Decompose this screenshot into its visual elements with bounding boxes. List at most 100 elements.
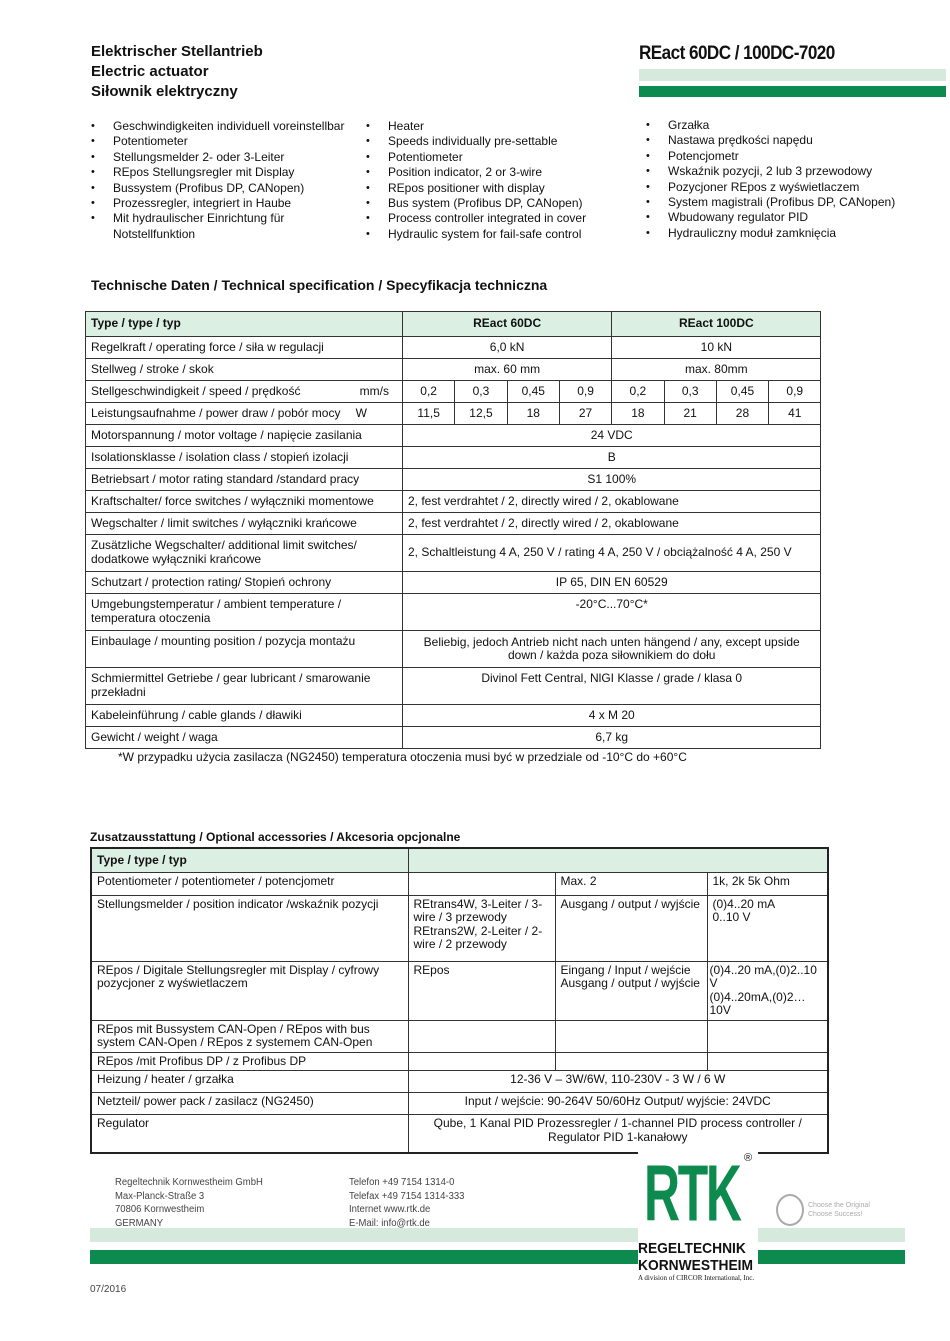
feature-item: Pozycjoner REpos z wyświetlaczem	[646, 180, 936, 196]
spec-header-row: Type / type / typ REact 60DC REact 100DC	[85, 311, 822, 337]
accessories-table: Type / type / typ Potentiometer / potenti…	[90, 847, 830, 1154]
col-type: Type / type / typ	[90, 847, 409, 873]
spec-value: 41	[768, 402, 822, 425]
feature-item: REpos Stellungsregler mit Display	[91, 165, 361, 181]
footer-contact-line: Internet www.rtk.de	[349, 1204, 431, 1215]
col-react-60dc: REact 60DC	[401, 311, 613, 337]
spec-label-wrap: Zusätzliche Wegschalter/ additional limi…	[91, 538, 397, 566]
spec-label-text: Zusätzliche Wegschalter/ additional limi…	[91, 538, 357, 566]
spec-value: Divinol Fett Central, NlGI Klasse / grad…	[401, 667, 822, 705]
rtk-logo-division: A division of CIRCOR International, Inc.	[638, 1274, 755, 1282]
accessory-row: Stellungsmelder / position indicator /ws…	[90, 894, 829, 962]
spec-row: Gewicht / weight / waga 6,7 kg	[85, 726, 822, 749]
spec-label-text: Motorspannung / motor voltage / napięcie…	[91, 428, 362, 442]
features-pl: GrzałkaNastawa prędkości napęduPotencjom…	[646, 118, 936, 242]
spec-label: Betriebsart / motor rating standard /sta…	[85, 468, 403, 491]
spec-label-text: Regelkraft / operating force / siła w re…	[91, 340, 324, 354]
features-de: Geschwindigkeiten individuell voreinstel…	[91, 119, 361, 242]
spec-label-wrap: Motorspannung / motor voltage / napięcie…	[91, 428, 397, 443]
feature-item: Position indicator, 2 or 3-wire	[366, 165, 616, 181]
accessory-label: Netzteil/ power pack / zasilacz (NG2450)	[90, 1092, 409, 1115]
feature-item: Speeds individually pre-settable	[366, 134, 616, 150]
accessory-value	[407, 1051, 556, 1071]
spec-label-wrap: Leistungsaufnahme / power draw / pobór m…	[91, 406, 397, 421]
spec-label-text: Schmiermittel Getriebe / gear lubricant …	[91, 671, 371, 699]
col-react-100dc: REact 100DC	[611, 311, 822, 337]
spec-value: 4 x M 20	[401, 704, 822, 727]
spec-value: 0,2	[611, 380, 665, 403]
spec-row: Stellweg / stroke / skok max. 60 mm max. 8…	[85, 358, 822, 381]
spec-label: Motorspannung / motor voltage / napięcie…	[85, 424, 403, 447]
spec-label-wrap: Wegschalter / limit switches / wyłącznik…	[91, 516, 397, 531]
footer-contact-line: Telefax +49 7154 1314-333	[349, 1190, 465, 1202]
feature-item: Hydrauliczny moduł zamknięcia	[646, 226, 936, 242]
feature-item: Process controller integrated in cover	[366, 211, 616, 227]
spec-footnote: *W przypadku użycia zasilacza (NG2450) t…	[118, 750, 687, 764]
spec-label-wrap: Isolationsklasse / isolation class / sto…	[91, 450, 397, 465]
spec-value-100dc: 10 kN	[611, 336, 822, 359]
feature-item: Bus system (Profibus DP, CANopen)	[366, 196, 616, 212]
spec-row: Kraftschalter/ force switches / wyłączni…	[85, 490, 822, 513]
document-date: 07/2016	[90, 1284, 127, 1295]
spec-label: Umgebungstemperatur / ambient temperatur…	[85, 593, 403, 631]
spec-value: 18	[506, 402, 560, 425]
spec-label: Regelkraft / operating force / siła w re…	[85, 336, 403, 359]
spec-label-wrap: Betriebsart / motor rating standard /sta…	[91, 472, 397, 487]
spec-label-text: Wegschalter / limit switches / wyłącznik…	[91, 516, 357, 530]
spec-value: 6,7 kg	[401, 726, 822, 749]
spec-value: 0,2	[401, 380, 456, 403]
spec-label: Schmiermittel Getriebe / gear lubricant …	[85, 667, 403, 705]
feature-item: Stellungsmelder 2- oder 3-Leiter	[91, 150, 361, 166]
accessory-value	[554, 1019, 708, 1053]
rtk-logo-line1: REGELTECHNIK	[638, 1240, 746, 1257]
feature-item: Bussystem (Profibus DP, CANopen)	[91, 181, 361, 197]
footer-contact-line: Telefon +49 7154 1314-0	[349, 1177, 455, 1188]
spec-label-wrap: Schmiermittel Getriebe / gear lubricant …	[91, 671, 397, 699]
col-type: Type / type / typ	[85, 311, 403, 337]
accessory-value: (0)4..20 mA,(0)2..10 V (0)4..20mA,(0)2…1…	[706, 960, 829, 1021]
spec-value: 2, fest verdrahtet / 2, directly wired /…	[401, 512, 822, 535]
spec-row: Kabeleinführung / cable glands / dławiki…	[85, 704, 822, 727]
feature-item: Potentiometer	[366, 150, 616, 166]
footer-address: Regeltechnik Kornwestheim GmbH Max-Planck…	[115, 1176, 263, 1230]
accessory-value	[407, 871, 556, 896]
accessory-value: REpos	[407, 960, 556, 1021]
header-bar-dark	[639, 86, 946, 97]
spec-label-text: Umgebungstemperatur / ambient temperatur…	[91, 597, 342, 625]
footer-address-line: Max-Planck-Straße 3	[115, 1190, 205, 1202]
spec-label-text: Leistungsaufnahme / power draw / pobór m…	[91, 406, 341, 420]
spec-label-wrap: Kraftschalter/ force switches / wyłączni…	[91, 494, 397, 509]
spec-value: B	[401, 446, 822, 469]
feature-item: System magistrali (Profibus DP, CANopen)	[646, 195, 936, 211]
accessory-label: Potentiometer / potentiometer / potencjo…	[90, 871, 409, 896]
accessory-value: Qube, 1 Kanal PID Prozessregler / 1-chan…	[407, 1114, 829, 1153]
spec-label: Stellweg / stroke / skok	[85, 358, 403, 381]
accessory-label: REpos / Digitale Stellungsregler mit Dis…	[90, 960, 409, 1021]
spec-unit: mm/s	[359, 384, 389, 398]
accessory-value: (0)4..20 mA 0..10 V	[706, 894, 829, 962]
header-empty	[407, 847, 829, 873]
spec-value: 2, fest verdrahtet / 2, directly wired /…	[401, 490, 822, 513]
accessory-value	[706, 1051, 829, 1071]
footer-bar-light	[90, 1228, 905, 1242]
spec-label-text: Schutzart / protection rating/ Stopień o…	[91, 575, 332, 589]
footer-address-line: 70806 Kornwestheim	[115, 1204, 205, 1215]
accessories-heading: Zusatzausstattung / Optional accessories…	[90, 830, 461, 844]
spec-value: 0,9	[558, 380, 613, 403]
accessory-row: REpos /mit Profibus DP / z Profibus DP	[90, 1051, 829, 1071]
spec-label-text: Betriebsart / motor rating standard /sta…	[91, 472, 360, 486]
accessory-row: Regulator Qube, 1 Kanal PID Prozessregler…	[90, 1114, 829, 1153]
spec-value: 12,5	[454, 402, 508, 425]
accessory-value: Input / wejście: 90-264V 50/60Hz Output/…	[407, 1092, 829, 1115]
spec-label-wrap: Einbaulage / mounting position / pozycja…	[91, 634, 397, 649]
feature-item: Nastawa prędkości napędu	[646, 133, 936, 149]
feature-item: Wskaźnik pozycji, 2 lub 3 przewodowy	[646, 164, 936, 180]
spec-value: 28	[715, 402, 770, 425]
spec-value: 0,45	[715, 380, 770, 403]
spec-label-wrap: Gewicht / weight / waga	[91, 730, 397, 745]
footer-contact: Telefon +49 7154 1314-0 Telefax +49 7154 …	[349, 1176, 464, 1230]
accessory-label: Heizung / heater / grzałka	[90, 1070, 409, 1093]
title-pl: Siłownik elektryczny	[91, 83, 238, 100]
accessory-label: Regulator	[90, 1114, 409, 1153]
